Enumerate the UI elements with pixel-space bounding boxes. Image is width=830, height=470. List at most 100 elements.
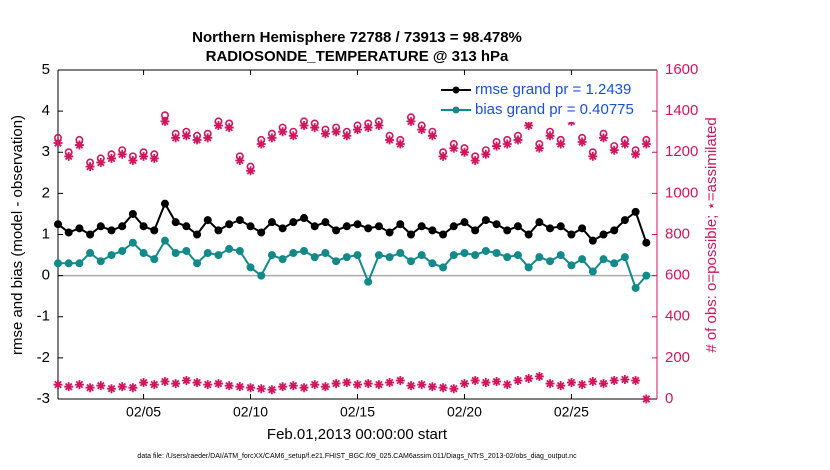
marker — [642, 238, 651, 247]
marker — [599, 133, 609, 143]
marker — [320, 382, 330, 392]
y-tick-label: 0 — [42, 267, 50, 284]
y-tick-label: 2 — [42, 184, 50, 201]
y-axis-label: rmse and bias (model - observation) — [9, 115, 26, 355]
marker — [620, 374, 630, 384]
marker — [546, 257, 555, 266]
marker — [118, 222, 127, 231]
y2-axis-label: # of obs: o=possible; ⋆=assimilated — [703, 117, 720, 352]
marker — [620, 216, 629, 225]
marker — [203, 249, 212, 258]
marker — [64, 382, 74, 392]
marker — [599, 379, 609, 389]
marker — [599, 255, 608, 264]
marker — [385, 135, 395, 145]
marker — [535, 253, 544, 262]
marker — [364, 277, 373, 286]
marker — [118, 246, 127, 255]
marker — [449, 222, 458, 231]
y2-tick-label: 1000 — [665, 184, 698, 201]
marker — [96, 158, 106, 168]
marker — [106, 153, 116, 163]
marker — [609, 145, 619, 155]
marker — [299, 383, 309, 393]
marker — [471, 226, 480, 235]
marker — [556, 381, 566, 391]
marker — [278, 382, 288, 392]
chart-subtitle: RADIOSONDE_TEMPERATURE @ 313 hPa — [206, 48, 509, 65]
marker — [150, 226, 159, 235]
marker — [171, 379, 181, 389]
marker — [342, 378, 352, 388]
marker — [503, 253, 512, 262]
marker — [364, 224, 373, 233]
marker — [86, 230, 95, 239]
marker — [513, 251, 522, 260]
marker — [353, 251, 362, 260]
marker — [213, 121, 223, 131]
marker — [556, 251, 565, 260]
marker — [289, 218, 298, 227]
marker — [310, 380, 320, 390]
marker — [353, 380, 362, 390]
marker — [235, 155, 245, 165]
marker — [609, 375, 619, 385]
marker — [288, 131, 298, 141]
marker — [235, 246, 244, 255]
marker — [503, 226, 512, 235]
marker — [171, 218, 180, 227]
marker — [96, 257, 105, 266]
marker — [171, 133, 181, 143]
marker — [256, 139, 266, 149]
marker — [150, 255, 159, 264]
marker — [556, 139, 566, 149]
legend: rmse grand pr = 1.2439 bias grand pr = 0.… — [436, 78, 648, 122]
marker — [459, 147, 469, 157]
x-tick-label: 02/20 — [447, 404, 482, 420]
marker — [524, 121, 534, 131]
marker — [578, 224, 587, 233]
marker — [492, 141, 502, 151]
marker — [534, 371, 544, 381]
marker — [449, 143, 459, 153]
marker — [235, 382, 245, 392]
marker — [106, 384, 116, 394]
marker — [588, 236, 597, 245]
marker — [203, 133, 213, 143]
marker — [599, 230, 608, 239]
marker — [74, 380, 84, 390]
marker — [374, 380, 384, 390]
marker — [588, 267, 597, 276]
y2-tick-label: 200 — [665, 349, 690, 366]
marker — [300, 246, 309, 255]
y-tick-label: -2 — [37, 349, 50, 366]
marker — [556, 222, 565, 231]
marker — [406, 116, 416, 126]
marker — [428, 259, 437, 268]
marker — [470, 155, 480, 165]
marker — [160, 377, 170, 387]
marker — [524, 263, 533, 272]
marker — [203, 380, 213, 390]
marker — [181, 375, 191, 385]
marker — [566, 378, 576, 388]
y2-tick-label: 600 — [665, 267, 690, 284]
marker — [631, 283, 640, 292]
marker — [171, 249, 180, 258]
marker — [139, 151, 149, 161]
marker — [246, 383, 256, 393]
marker — [439, 263, 448, 272]
legend-label: bias grand pr = 0.40775 — [475, 101, 634, 118]
marker — [524, 230, 533, 239]
marker — [224, 381, 234, 391]
marker — [396, 220, 405, 229]
marker — [128, 383, 138, 393]
marker — [439, 230, 448, 239]
marker — [342, 253, 351, 262]
legend-label: rmse grand pr = 1.2439 — [475, 81, 631, 98]
marker — [460, 218, 469, 227]
marker — [321, 218, 330, 227]
marker — [620, 253, 629, 262]
